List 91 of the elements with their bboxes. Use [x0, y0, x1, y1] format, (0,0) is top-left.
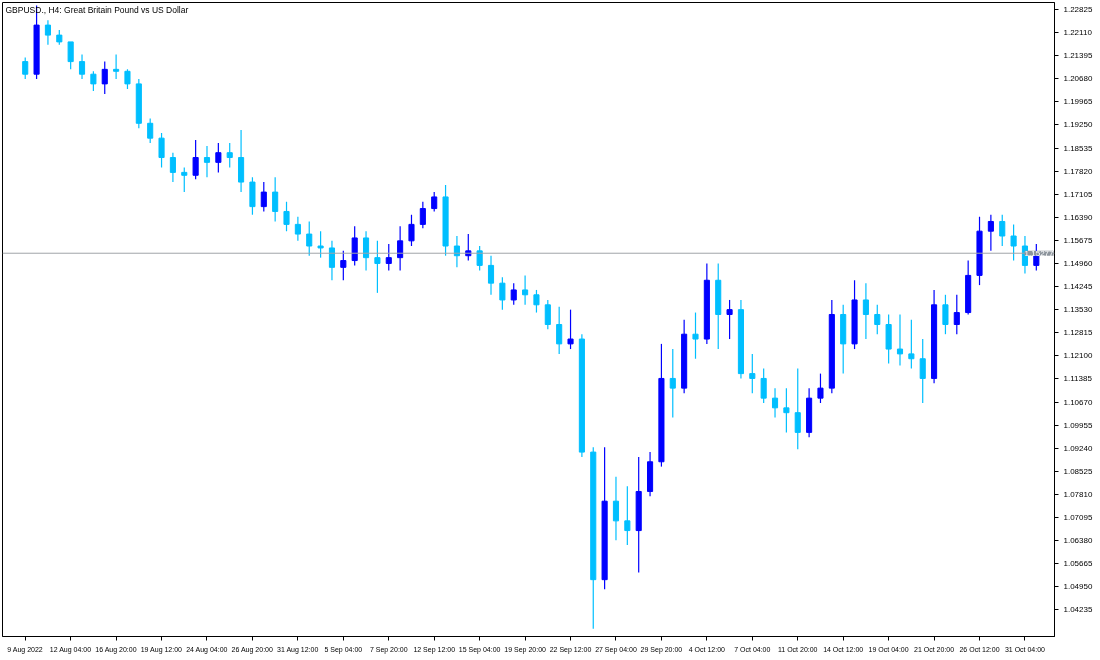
y-tick-label: 1.13530 — [1063, 305, 1093, 315]
y-tick-label: 1.07810 — [1063, 489, 1093, 499]
candlestick — [362, 230, 370, 272]
y-tick-label: 1.22825 — [1063, 4, 1093, 14]
candlestick — [862, 282, 869, 340]
y-tick-label: 1.16390 — [1063, 212, 1093, 222]
y-tick-label: 1.17105 — [1063, 189, 1093, 199]
candlestick — [78, 53, 86, 80]
candlestick — [169, 152, 176, 183]
candlestick — [44, 19, 51, 46]
y-tick-label: 1.17820 — [1063, 166, 1093, 176]
candlestick — [101, 61, 108, 95]
candlestick — [431, 191, 438, 213]
y-tick-label: 1.19965 — [1063, 97, 1093, 107]
candlestick — [260, 181, 267, 213]
candlestick — [794, 367, 801, 450]
candlestick — [419, 201, 426, 229]
candlestick — [533, 289, 540, 314]
y-tick-label: 1.14960 — [1063, 258, 1093, 268]
candlestick — [283, 201, 290, 232]
candlestick — [340, 250, 347, 281]
candlestick — [1010, 223, 1017, 262]
candlestick — [476, 245, 483, 272]
candlestick — [817, 373, 824, 404]
candlestick — [556, 306, 563, 355]
y-tick-label: 1.11385 — [1063, 374, 1093, 384]
y-tick-label: 1.19250 — [1063, 120, 1093, 130]
y-tick-label: 1.04235 — [1063, 605, 1093, 615]
candlestick — [215, 142, 222, 173]
candlestick — [226, 142, 233, 169]
candlestick — [113, 53, 120, 80]
candlestick — [351, 225, 358, 266]
candlestick — [124, 68, 131, 90]
y-tick-label: 1.20680 — [1063, 74, 1093, 84]
y-tick-label: 1.21395 — [1063, 51, 1093, 61]
candlestick — [874, 304, 881, 335]
candlestick — [896, 313, 904, 367]
candlestick — [487, 255, 495, 296]
y-tick-label: 1.14245 — [1063, 282, 1093, 292]
candlestick — [385, 243, 392, 272]
candlestick — [317, 230, 324, 259]
candlestick — [294, 216, 301, 242]
candlestick — [999, 214, 1006, 247]
y-tick-label: 1.12100 — [1063, 351, 1093, 361]
candlestick — [328, 240, 336, 281]
candlestick — [510, 282, 517, 306]
candlestick — [726, 299, 733, 340]
candlestick — [374, 240, 381, 294]
y-tick-label: 1.10670 — [1063, 397, 1093, 407]
candlestick — [453, 235, 460, 268]
candlestick — [22, 56, 29, 80]
candlestick — [408, 214, 415, 247]
candlestick — [612, 476, 620, 541]
y-tick-label: 1.18535 — [1063, 143, 1093, 153]
candlestick — [67, 41, 74, 70]
candlestick — [669, 348, 676, 419]
candlestick — [908, 319, 915, 370]
candlestick — [942, 294, 949, 335]
y-tick-label: 1.12815 — [1063, 328, 1093, 338]
candlestick — [306, 220, 313, 257]
candlestick — [147, 117, 154, 144]
candlestick — [567, 309, 574, 350]
candlestick — [783, 387, 790, 433]
y-tick-label: 1.05665 — [1063, 559, 1093, 569]
y-tick-label: 1.15675 — [1063, 235, 1093, 245]
candlestick — [749, 353, 756, 394]
candlestick — [624, 485, 631, 546]
candlestick — [272, 176, 279, 223]
candlestick — [203, 145, 211, 178]
y-tick-label: 1.08525 — [1063, 466, 1093, 476]
candlestick — [760, 367, 767, 404]
candlestick — [919, 338, 926, 404]
y-tick-label: 1.06380 — [1063, 536, 1093, 546]
candlestick — [90, 70, 97, 92]
candlestick — [499, 276, 506, 311]
candlestick — [771, 387, 779, 419]
candlestick — [953, 294, 960, 335]
ref-line-label: 1.15277 — [1024, 248, 1055, 258]
candlestick — [522, 274, 529, 306]
candlestick — [397, 225, 404, 272]
candlestick — [192, 139, 199, 180]
candlestick — [158, 132, 165, 169]
candlestick — [987, 214, 994, 252]
y-tick-label: 1.09955 — [1063, 420, 1093, 430]
candlestick — [181, 166, 188, 193]
y-tick-label: 1.07095 — [1063, 512, 1093, 522]
y-tick-label: 1.22110 — [1063, 28, 1093, 38]
candlestick — [692, 311, 699, 360]
candlestick — [544, 299, 551, 330]
y-tick-label: 1.04950 — [1063, 582, 1093, 592]
y-tick-label: 1.09240 — [1063, 443, 1093, 453]
